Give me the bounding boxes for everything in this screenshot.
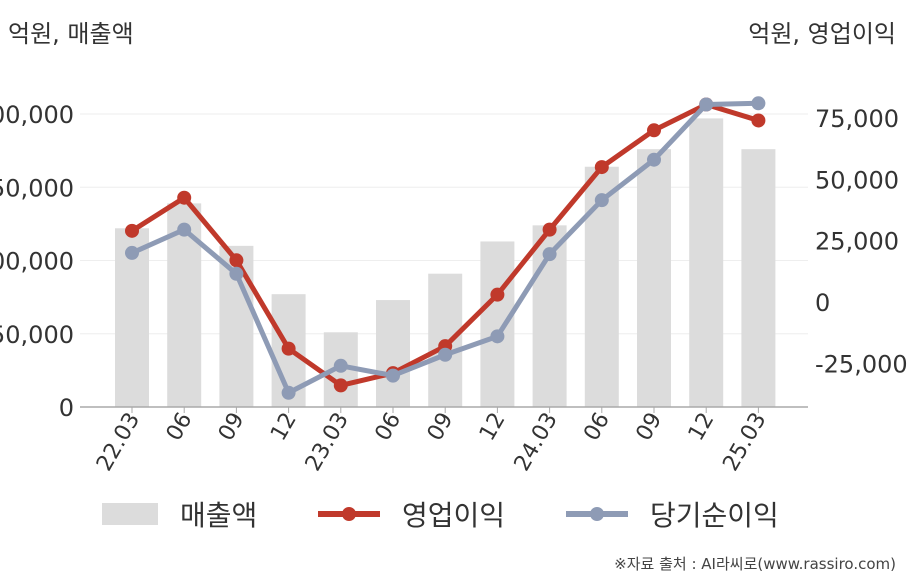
legend-label-0: 매출액 — [180, 499, 257, 532]
left-tick-label-2: 100,000 — [0, 248, 74, 276]
left-axis-unit: 억원, 매출액 — [8, 20, 134, 48]
left-tick-label-0: 0 — [59, 394, 74, 422]
bar-series — [115, 118, 776, 408]
left-tick-label-1: 50,000 — [0, 321, 74, 349]
x-tick-label-11: 12 — [684, 409, 720, 446]
right-tick-label-0: -25,000 — [815, 350, 908, 378]
legend-marker-1 — [590, 507, 604, 521]
legend-label-2: 당기순이익 — [650, 499, 779, 532]
x-tick-label-9: 06 — [579, 409, 615, 446]
x-tick-label-10: 09 — [632, 409, 668, 446]
left-y-axis: 0 50,000 100,000 150,000 200,000 — [0, 101, 74, 422]
x-tick-label-3: 12 — [266, 409, 302, 446]
legend: 매출액 영업이익 당기순이익 — [102, 499, 779, 532]
x-tick-labels: 22.03 06 09 12 23.03 06 09 12 24.03 06 09 12 25.03 — [92, 409, 772, 476]
x-tick-label-6: 09 — [423, 409, 459, 446]
x-tick-label-1: 06 — [162, 409, 198, 446]
point-1-10 — [647, 152, 661, 167]
point-0-0 — [125, 223, 139, 238]
right-tick-label-3: 50,000 — [815, 166, 899, 194]
legend-label-1: 영업이익 — [402, 499, 505, 532]
bar-7 — [480, 241, 515, 407]
point-1-1 — [177, 222, 192, 237]
point-0-7 — [490, 287, 505, 302]
line-series — [125, 96, 766, 400]
x-tick-label-12: 25.03 — [718, 409, 771, 476]
point-0-8 — [542, 222, 557, 237]
point-1-11 — [699, 97, 714, 112]
point-1-5 — [386, 368, 400, 383]
bar-5 — [376, 300, 410, 407]
point-0-1 — [177, 190, 192, 205]
point-1-9 — [594, 193, 609, 208]
right-y-axis: -25,000 0 25,000 50,000 75,000 — [815, 105, 908, 378]
point-0-10 — [647, 123, 661, 138]
point-1-2 — [229, 266, 244, 281]
bar-10 — [637, 149, 671, 407]
x-tick-label-7: 12 — [475, 409, 511, 446]
x-tick-label-5: 06 — [371, 409, 407, 446]
point-1-6 — [438, 347, 453, 362]
point-0-12 — [751, 113, 766, 128]
bar-12 — [741, 149, 776, 407]
x-tick-label-4: 23.03 — [301, 409, 354, 476]
right-tick-label-2: 25,000 — [815, 228, 899, 256]
legend-marker-0 — [342, 507, 356, 521]
right-tick-label-4: 75,000 — [815, 105, 899, 133]
point-1-0 — [125, 245, 139, 260]
right-axis-unit: 억원, 영업이익 — [748, 20, 896, 48]
point-1-4 — [333, 358, 348, 373]
x-tick-label-8: 24.03 — [510, 409, 563, 476]
point-0-4 — [333, 378, 348, 393]
point-1-12 — [751, 96, 766, 111]
point-1-3 — [281, 385, 296, 400]
bar-11 — [689, 118, 724, 408]
left-tick-label-4: 200,000 — [0, 101, 74, 129]
x-axis — [80, 406, 808, 413]
left-tick-label-3: 150,000 — [0, 174, 74, 202]
source-note: ※자료 출처 : AI라씨로(www.rassiro.com) — [614, 555, 896, 573]
point-1-7 — [490, 329, 505, 344]
point-1-8 — [542, 247, 557, 262]
x-tick-label-0: 22.03 — [92, 409, 145, 476]
legend-swatch-bar — [102, 503, 158, 525]
right-tick-label-1: 0 — [815, 289, 830, 317]
point-0-2 — [229, 253, 244, 268]
x-tick-label-2: 09 — [214, 409, 250, 446]
point-0-3 — [281, 341, 296, 356]
point-0-9 — [594, 160, 609, 175]
